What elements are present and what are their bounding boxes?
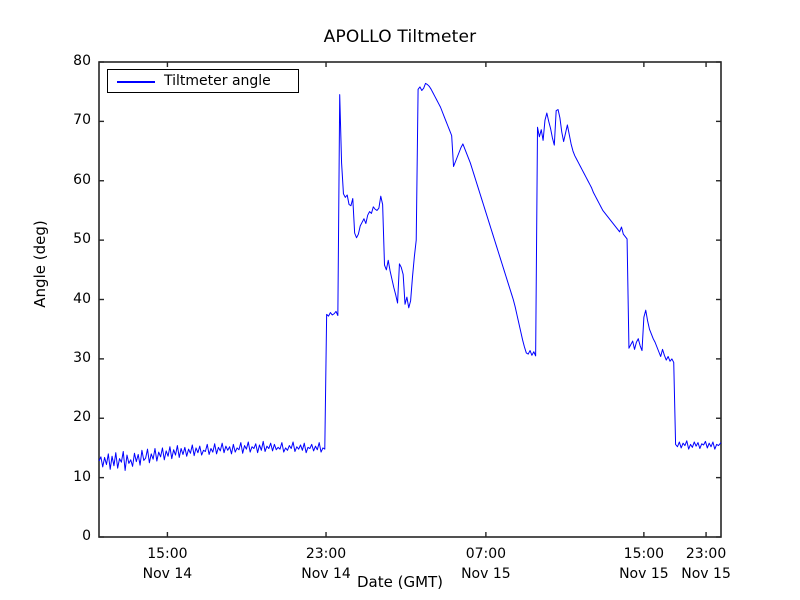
- data-series-group: [98, 82, 722, 471]
- x-tick-date: Nov 14: [142, 566, 193, 582]
- x-tick-time: 15:00: [147, 546, 188, 562]
- x-tick-date: Nov 15: [619, 566, 669, 582]
- y-tick-label: 50: [73, 231, 91, 248]
- x-tick-time: 15:00: [623, 546, 665, 562]
- legend-line-swatch: [117, 81, 155, 83]
- y-tick-label: 70: [73, 112, 91, 129]
- y-tick-label: 0: [82, 528, 91, 544]
- y-tick-label: 80: [73, 53, 91, 69]
- series-line: [98, 82, 722, 471]
- y-tick-label: 30: [73, 349, 91, 366]
- y-tick-label: 60: [73, 171, 91, 188]
- x-tick-date: Nov 14: [301, 566, 351, 582]
- x-tick-time: 07:00: [465, 546, 507, 562]
- x-tick-label: 15:00 Nov 15: [584, 544, 704, 584]
- x-tick-date: Nov 15: [461, 566, 511, 582]
- y-tick-label: 20: [73, 409, 91, 426]
- x-tick-label: 23:00 Nov 14: [266, 544, 386, 584]
- x-tick-time: 23:00: [305, 546, 347, 562]
- legend: Tiltmeter angle: [107, 69, 299, 93]
- x-axis-label: Date (GMT): [356, 573, 444, 591]
- y-tick-label: 10: [73, 468, 91, 485]
- legend-label: Tiltmeter angle: [164, 73, 271, 89]
- chart-title: APOLLO Tiltmeter: [323, 27, 477, 47]
- x-tick-label: 15:00 Nov 14: [107, 544, 227, 584]
- y-tick-label: 40: [73, 290, 91, 307]
- x-tick-label: 23:00 Nov 15: [646, 544, 766, 584]
- x-tick-time: 23:00: [685, 546, 727, 562]
- x-tick-date: Nov 15: [681, 566, 731, 582]
- axis-ticks: [99, 61, 721, 538]
- x-tick-label: 07:00 Nov 15: [426, 544, 546, 584]
